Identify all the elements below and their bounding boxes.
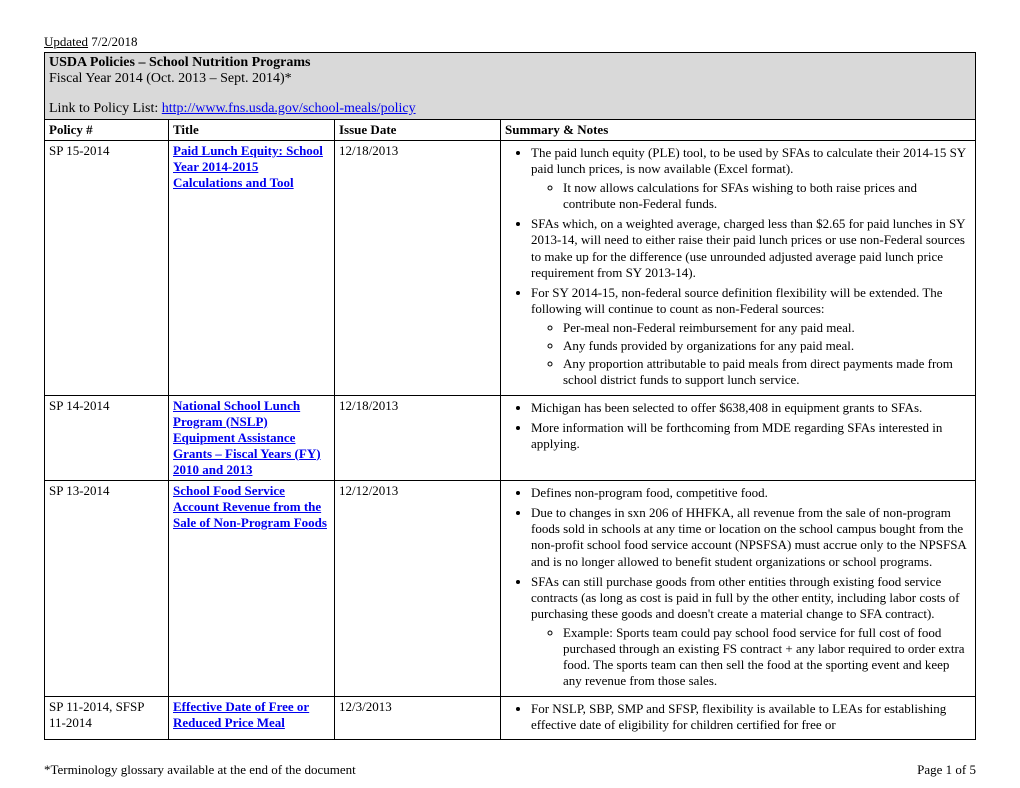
list-item: Michigan has been selected to offer $638…: [531, 400, 971, 416]
summary-list: For NSLP, SBP, SMP and SFSP, flexibility…: [505, 701, 971, 734]
policy-link-line: Link to Policy List: http://www.fns.usda…: [49, 101, 971, 117]
policy-title-cell: Effective Date of Free or Reduced Price …: [169, 696, 335, 740]
policy-number-cell: SP 11-2014, SFSP 11-2014: [45, 696, 169, 740]
policy-title-cell: Paid Lunch Equity: School Year 2014-2015…: [169, 141, 335, 396]
policy-title-link[interactable]: School Food Service Account Revenue from…: [173, 483, 327, 530]
col-policy-header: Policy #: [45, 120, 169, 141]
summary-list: The paid lunch equity (PLE) tool, to be …: [505, 145, 971, 389]
policy-number-cell: SP 15-2014: [45, 141, 169, 396]
list-item: SFAs can still purchase goods from other…: [531, 574, 971, 690]
summary-cell: Defines non-program food, competitive fo…: [501, 480, 976, 696]
list-item: SFAs which, on a weighted average, charg…: [531, 216, 971, 281]
link-prefix: Link to Policy List:: [49, 101, 162, 116]
col-summary-header: Summary & Notes: [501, 120, 976, 141]
list-item: Due to changes in sxn 206 of HHFKA, all …: [531, 505, 971, 570]
summary-list: Michigan has been selected to offer $638…: [505, 400, 971, 453]
sub-list: Per-meal non-Federal reimbursement for a…: [531, 320, 971, 389]
list-item: It now allows calculations for SFAs wish…: [563, 180, 971, 213]
policy-title-link[interactable]: Paid Lunch Equity: School Year 2014-2015…: [173, 143, 323, 190]
list-item: Defines non-program food, competitive fo…: [531, 485, 971, 501]
sub-list: It now allows calculations for SFAs wish…: [531, 180, 971, 213]
issue-date-cell: 12/12/2013: [335, 480, 501, 696]
sub-list: Example: Sports team could pay school fo…: [531, 625, 971, 690]
list-item: Any funds provided by organizations for …: [563, 338, 971, 354]
list-item: Per-meal non-Federal reimbursement for a…: [563, 320, 971, 336]
table-row: SP 11-2014, SFSP 11-2014Effective Date o…: [45, 696, 976, 740]
policy-number-cell: SP 13-2014: [45, 480, 169, 696]
summary-cell: Michigan has been selected to offer $638…: [501, 395, 976, 480]
summary-cell: The paid lunch equity (PLE) tool, to be …: [501, 141, 976, 396]
page-footer: *Terminology glossary available at the e…: [44, 762, 976, 778]
policy-table: USDA Policies – School Nutrition Program…: [44, 52, 976, 740]
policy-title-cell: National School Lunch Program (NSLP) Equ…: [169, 395, 335, 480]
table-row: SP 13-2014School Food Service Account Re…: [45, 480, 976, 696]
summary-list: Defines non-program food, competitive fo…: [505, 485, 971, 690]
column-header-row: Policy # Title Issue Date Summary & Note…: [45, 120, 976, 141]
col-date-header: Issue Date: [335, 120, 501, 141]
updated-label: Updated: [44, 34, 88, 49]
list-item: Any proportion attributable to paid meal…: [563, 356, 971, 389]
list-item: Example: Sports team could pay school fo…: [563, 625, 971, 690]
policy-title-cell: School Food Service Account Revenue from…: [169, 480, 335, 696]
updated-line: Updated 7/2/2018: [44, 34, 976, 50]
list-item: The paid lunch equity (PLE) tool, to be …: [531, 145, 971, 212]
table-row: SP 14-2014National School Lunch Program …: [45, 395, 976, 480]
policy-list-link[interactable]: http://www.fns.usda.gov/school-meals/pol…: [162, 101, 416, 116]
list-item: For SY 2014-15, non-federal source defin…: [531, 285, 971, 389]
col-title-header: Title: [169, 120, 335, 141]
page-number: Page 1 of 5: [917, 762, 976, 778]
doc-title: USDA Policies – School Nutrition Program…: [49, 55, 971, 71]
policy-title-link[interactable]: Effective Date of Free or Reduced Price …: [173, 699, 309, 730]
table-row: SP 15-2014Paid Lunch Equity: School Year…: [45, 141, 976, 396]
fiscal-year: Fiscal Year 2014 (Oct. 2013 – Sept. 2014…: [49, 71, 971, 87]
issue-date-cell: 12/3/2013: [335, 696, 501, 740]
updated-date: 7/2/2018: [91, 34, 137, 49]
policy-number-cell: SP 14-2014: [45, 395, 169, 480]
issue-date-cell: 12/18/2013: [335, 141, 501, 396]
list-item: More information will be forthcoming fro…: [531, 420, 971, 453]
list-item: For NSLP, SBP, SMP and SFSP, flexibility…: [531, 701, 971, 734]
policy-title-link[interactable]: National School Lunch Program (NSLP) Equ…: [173, 398, 321, 477]
summary-cell: For NSLP, SBP, SMP and SFSP, flexibility…: [501, 696, 976, 740]
issue-date-cell: 12/18/2013: [335, 395, 501, 480]
glossary-note: *Terminology glossary available at the e…: [44, 762, 356, 778]
table-header-block: USDA Policies – School Nutrition Program…: [45, 53, 976, 120]
